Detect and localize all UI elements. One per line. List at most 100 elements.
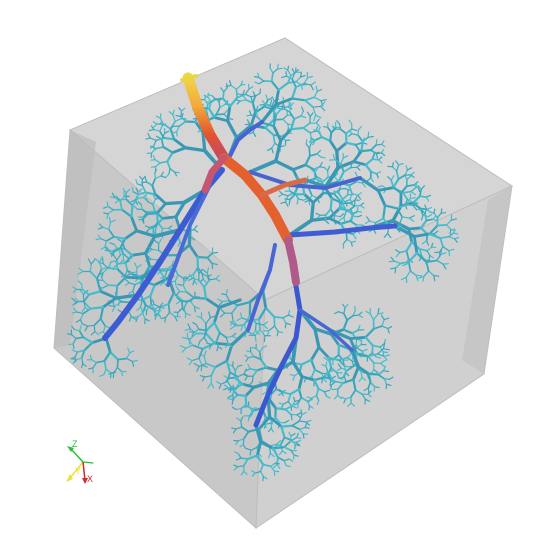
fine-branch-segment: [393, 163, 394, 167]
fine-branch-segment: [326, 362, 327, 366]
fine-branch-segment: [281, 426, 292, 427]
fine-branch-segment: [328, 371, 333, 372]
fine-branch-segment: [346, 232, 347, 239]
fine-branch-segment: [361, 142, 362, 152]
fine-branch-segment: [155, 173, 156, 178]
fine-branch-segment: [302, 85, 303, 89]
fine-branch-segment: [353, 315, 359, 316]
fine-branch-segment: [190, 332, 194, 333]
fine-branch-segment: [212, 263, 213, 268]
x-axis-label: X: [87, 474, 93, 484]
fine-branch-segment: [241, 458, 248, 459]
fine-branch-segment: [376, 144, 382, 145]
fine-branch-segment: [116, 286, 117, 295]
fine-branch-segment: [312, 203, 314, 221]
fine-branch-segment: [142, 182, 147, 183]
z-axis-label: Z: [72, 439, 78, 449]
fine-branch-segment: [73, 344, 74, 349]
z-axis-line: [71, 449, 83, 462]
fine-branch-segment: [260, 352, 261, 359]
fine-branch-segment: [223, 92, 224, 99]
fine-branch-segment: [236, 409, 241, 410]
fine-branch-segment: [177, 312, 178, 316]
fine-branch-segment: [147, 211, 155, 212]
fine-branch-segment: [148, 213, 157, 214]
fine-branch-segment: [331, 198, 332, 209]
fine-branch-segment: [328, 171, 329, 177]
fine-branch-segment: [212, 253, 217, 254]
fine-branch-segment: [249, 84, 250, 89]
axes-extra-line: [83, 462, 93, 463]
fine-branch-segment: [355, 206, 361, 207]
fine-branch-segment: [180, 292, 187, 293]
fine-branch-segment: [137, 268, 138, 275]
fine-branch-segment: [434, 276, 439, 277]
fine-branch-segment: [351, 241, 355, 242]
fine-branch-segment: [185, 338, 191, 339]
fine-branch-segment: [278, 68, 283, 69]
fine-branch-segment: [263, 476, 264, 480]
fine-branch-segment: [330, 381, 331, 386]
fine-branch-segment: [407, 185, 414, 186]
bounding-cube: [54, 38, 512, 528]
fine-branch-segment: [177, 132, 178, 136]
fine-branch-segment: [274, 317, 283, 318]
fine-branch-segment: [96, 239, 101, 240]
fine-branch-segment: [306, 140, 307, 144]
fine-branch-segment: [273, 447, 284, 448]
fine-branch-segment: [228, 399, 233, 400]
fine-branch-segment: [368, 137, 373, 138]
fine-branch-segment: [309, 406, 310, 410]
fine-branch-segment: [410, 194, 411, 199]
fine-branch-segment: [90, 307, 103, 309]
fine-branch-segment: [216, 99, 223, 100]
fine-branch-segment: [232, 399, 233, 404]
fine-branch-segment: [118, 359, 127, 360]
fine-branch-segment: [131, 206, 132, 217]
fine-branch-segment: [143, 219, 144, 224]
fine-branch-segment: [194, 298, 206, 299]
fine-branch-segment: [198, 257, 208, 258]
fine-branch-segment: [195, 307, 196, 312]
fine-branch-segment: [438, 225, 447, 226]
fine-branch-segment: [275, 463, 279, 464]
fine-branch-segment: [186, 122, 196, 123]
fine-branch-segment: [441, 213, 445, 214]
fine-branch-segment: [315, 172, 316, 178]
fine-branch-segment: [391, 268, 396, 269]
fine-branch-segment: [237, 395, 245, 396]
fine-branch-segment: [321, 157, 325, 158]
fine-branch-segment: [199, 329, 207, 330]
fine-branch-segment: [150, 296, 151, 305]
fine-branch-segment: [285, 323, 286, 328]
fine-branch-segment: [109, 306, 115, 307]
fine-branch-segment: [409, 228, 421, 229]
fine-branch-segment: [166, 202, 185, 203]
fine-branch-segment: [383, 352, 387, 353]
fine-branch-segment: [372, 159, 378, 160]
fine-branch-segment: [288, 66, 289, 70]
fine-branch-segment: [450, 230, 451, 234]
fine-branch-segment: [406, 205, 413, 206]
fine-branch-segment: [289, 200, 290, 205]
fine-branch-segment: [264, 336, 265, 342]
fine-branch-segment: [181, 111, 182, 117]
fine-branch-segment: [331, 385, 332, 389]
fine-branch-segment: [351, 242, 352, 246]
fine-branch-segment: [243, 439, 244, 445]
fine-branch-segment: [152, 167, 156, 168]
orientation-axes-widget[interactable]: Z Y X: [66, 439, 93, 484]
fine-branch-segment: [121, 254, 126, 255]
x-axis-line: [83, 462, 85, 480]
fine-branch-segment: [276, 408, 286, 409]
fine-branch-segment: [219, 102, 220, 108]
fine-branch-segment: [303, 434, 304, 438]
fine-branch-segment: [305, 428, 309, 429]
fine-branch-segment: [216, 114, 224, 115]
fine-branch-segment: [138, 192, 139, 198]
fine-branch-segment: [294, 455, 295, 459]
fine-branch-segment: [352, 213, 357, 214]
fine-branch-segment: [285, 191, 290, 192]
fine-branch-segment: [236, 89, 237, 97]
